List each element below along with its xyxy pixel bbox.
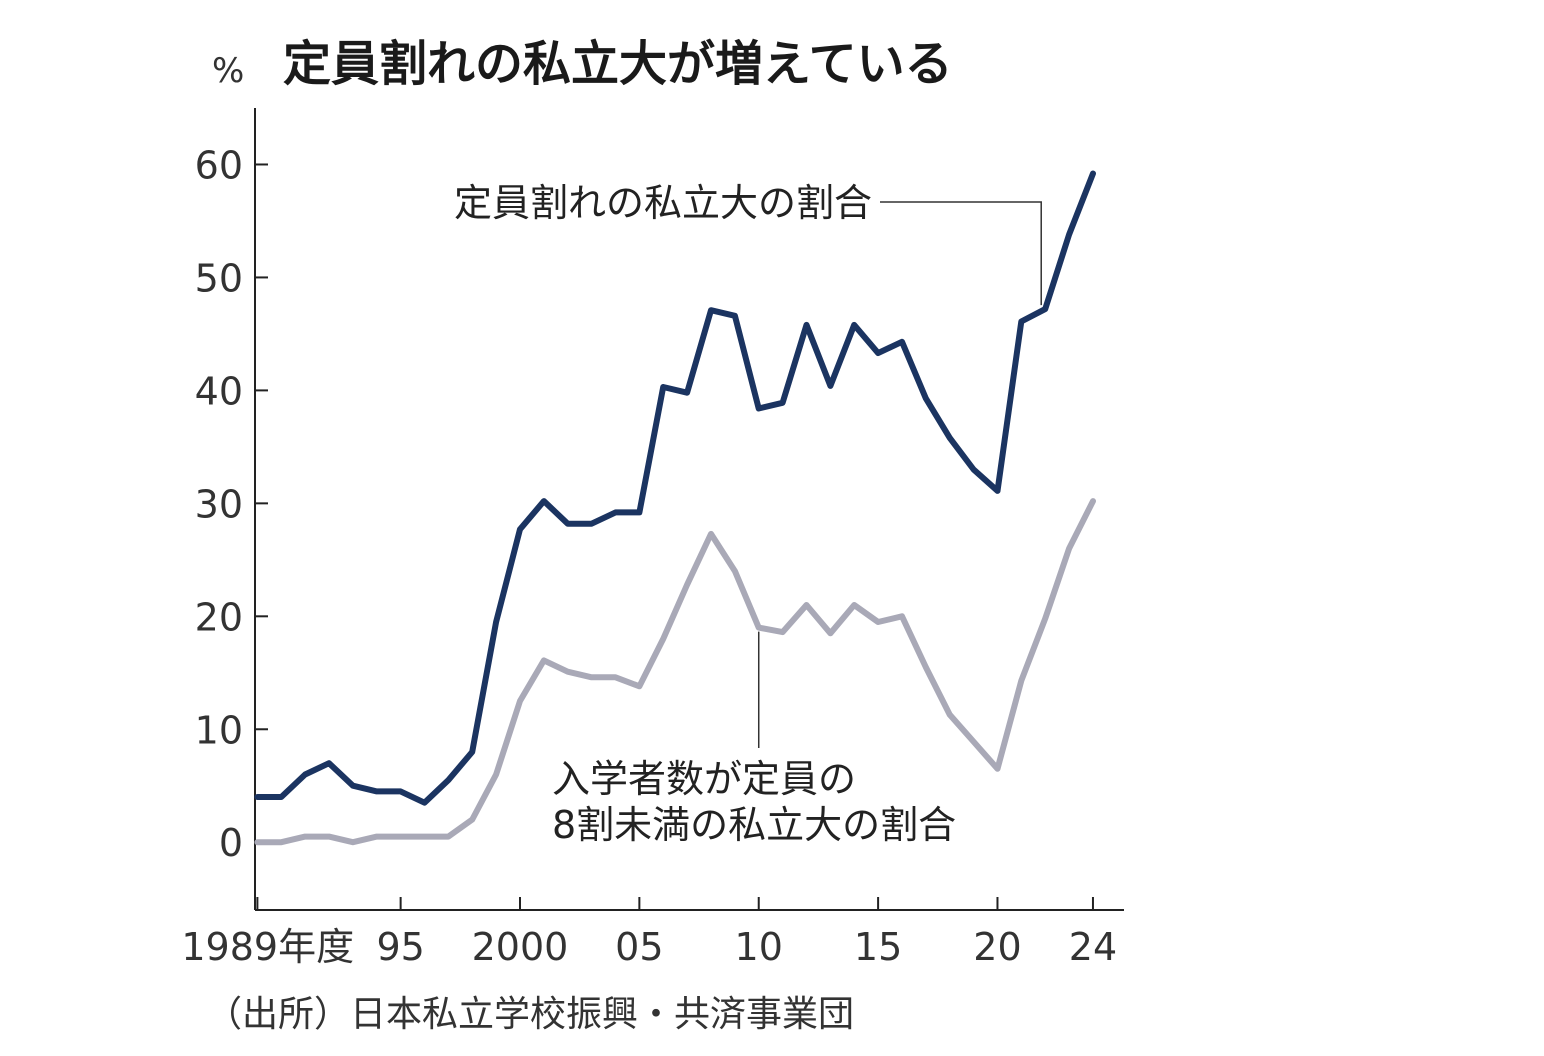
series-line-below-80pct [254,498,1096,846]
y-tick-label: 50 [195,256,243,300]
y-unit-label: % [212,51,244,91]
series-line-undersubscribed [254,170,1096,806]
y-tick-label: 30 [195,482,243,526]
annotation-leaders [757,201,1042,748]
x-tick-label: 2000 [472,925,569,969]
x-axis-ticks: 1989年度 95 2000 05 10 15 20 24 [181,897,1117,969]
annotation-label-below-80pct: 入学者数が定員の [552,757,856,801]
x-tick-label: 1989年度 [181,925,354,969]
series-lines [254,170,1096,846]
x-tick-label: 24 [1069,925,1117,969]
y-axis-ticks: 0 10 20 30 40 50 60 [195,143,268,865]
annotation-label-undersubscribed: 定員割れの私立大の割合 [454,181,872,225]
chart-title: 定員割れの私立大が増えている [283,36,953,92]
source-note: （出所）日本私立学校振興・共済事業団 [206,994,854,1035]
y-tick-label: 10 [195,708,243,752]
y-tick-label: 40 [195,369,243,413]
y-tick-label: 0 [219,821,243,865]
y-tick-label: 60 [195,143,243,187]
x-tick-label: 15 [854,925,902,969]
y-tick-label: 20 [195,595,243,639]
x-tick-label: 10 [735,925,783,969]
annotation-label-below-80pct: 8割未満の私立大の割合 [552,803,956,847]
x-tick-label: 05 [615,925,663,969]
annotation-leader-undersubscribed [880,201,1042,306]
x-tick-label: 95 [376,925,424,969]
x-tick-label: 20 [973,925,1021,969]
